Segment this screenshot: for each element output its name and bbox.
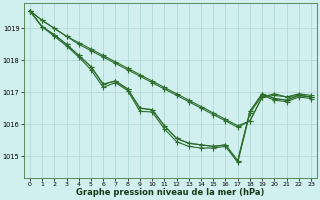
X-axis label: Graphe pression niveau de la mer (hPa): Graphe pression niveau de la mer (hPa)	[76, 188, 265, 197]
